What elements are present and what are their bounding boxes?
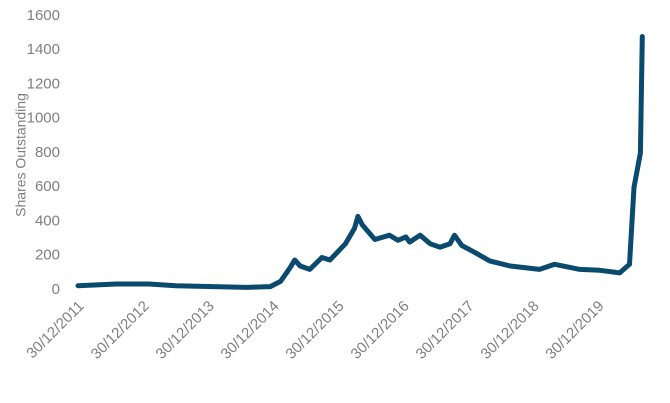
y-tick-label: 0 xyxy=(52,281,60,298)
y-tick-label: 1600 xyxy=(27,7,60,24)
x-tick-label: 30/12/2013 xyxy=(153,298,218,363)
x-tick-label: 30/12/2011 xyxy=(23,298,87,362)
y-tick-label: 200 xyxy=(35,247,60,264)
y-tick-label: 1000 xyxy=(27,110,60,127)
y-tick-label: 400 xyxy=(35,212,60,229)
x-tick-label: 30/12/2016 xyxy=(348,298,413,363)
x-tick-label: 30/12/2018 xyxy=(477,298,542,363)
y-tick-label: 1200 xyxy=(27,75,60,92)
y-tick-label: 600 xyxy=(35,178,60,195)
x-tick-label: 30/12/2014 xyxy=(218,298,283,363)
y-tick-label: 800 xyxy=(35,144,60,161)
x-tick-label: 30/12/2015 xyxy=(282,298,347,363)
y-tick-label: 1400 xyxy=(27,41,60,58)
x-tick-label: 30/12/2017 xyxy=(413,298,478,363)
x-tick-label: 30/12/2019 xyxy=(542,298,607,363)
x-tick-label: 30/12/2012 xyxy=(88,298,153,363)
line xyxy=(75,34,645,290)
y-axis-label: Shares Outstanding xyxy=(13,93,29,217)
